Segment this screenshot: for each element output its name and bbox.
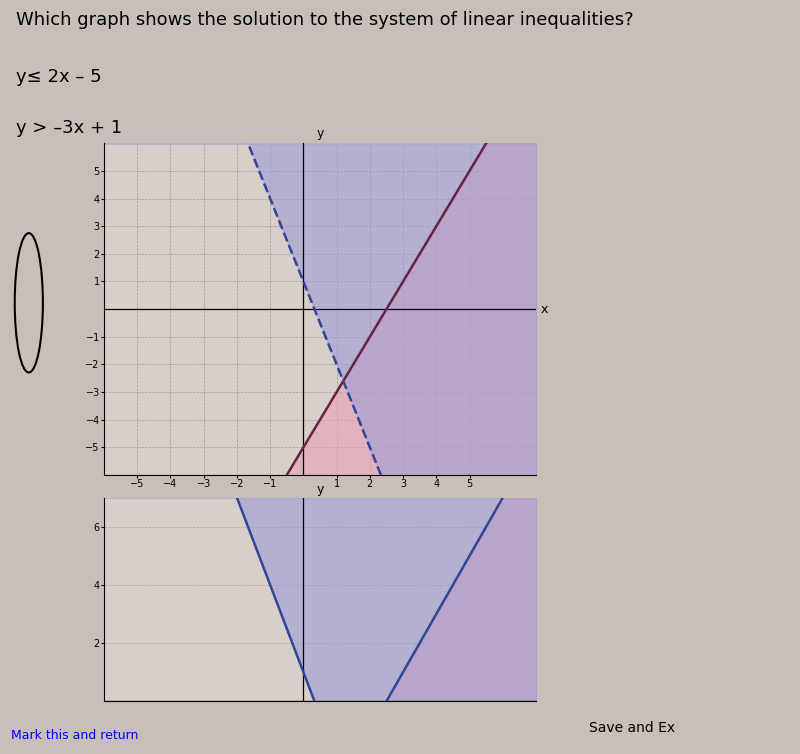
Text: x: x xyxy=(540,302,548,316)
Text: Mark this and return: Mark this and return xyxy=(11,728,138,742)
Text: y: y xyxy=(316,127,324,140)
Text: Save and Ex: Save and Ex xyxy=(589,721,675,734)
Text: y > –3x + 1: y > –3x + 1 xyxy=(16,119,122,137)
Text: Which graph shows the solution to the system of linear inequalities?: Which graph shows the solution to the sy… xyxy=(16,11,634,29)
Text: y≤ 2x – 5: y≤ 2x – 5 xyxy=(16,68,102,86)
Text: y: y xyxy=(316,483,324,495)
